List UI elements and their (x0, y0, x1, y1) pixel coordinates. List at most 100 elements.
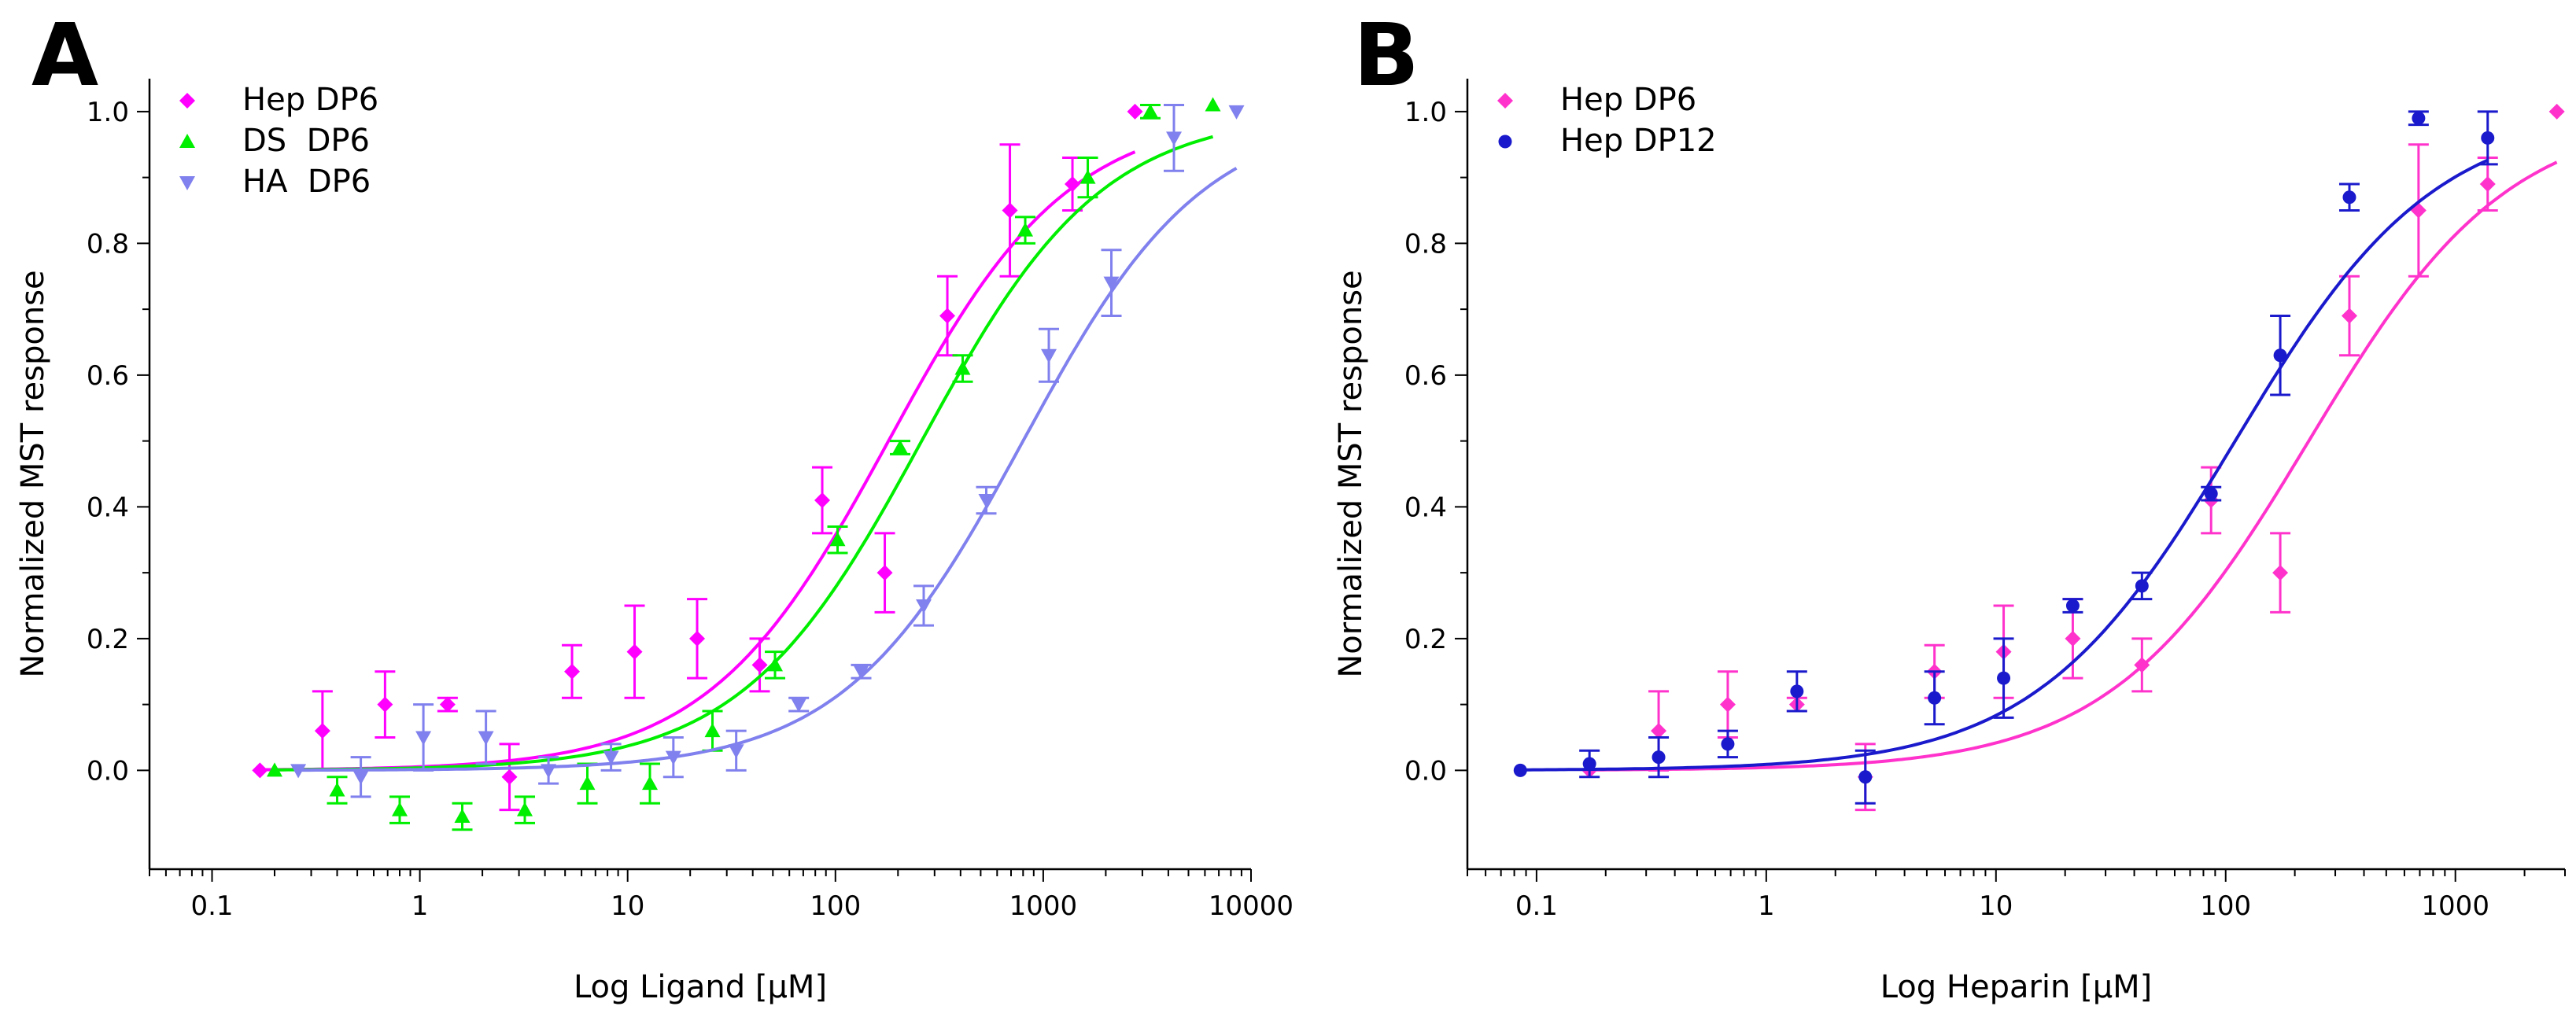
data-point (2548, 103, 2565, 120)
data-point (252, 762, 268, 779)
data-point (314, 723, 330, 739)
data-point (877, 565, 893, 581)
data-point (954, 360, 971, 375)
data-point (1719, 696, 1736, 713)
x-tick-label: 10 (1979, 890, 2013, 922)
data-point (478, 731, 494, 746)
data-point (603, 750, 619, 765)
data-point (1513, 763, 1527, 777)
data-point (1065, 176, 1081, 192)
data-point (2342, 190, 2356, 205)
data-point (415, 731, 432, 746)
data-point (2134, 657, 2150, 673)
legend-marker (179, 176, 195, 190)
legend-label: HA DP6 (242, 164, 371, 200)
data-point (939, 308, 956, 324)
data-point (517, 802, 533, 816)
y-tick-label: 0.2 (1404, 624, 1447, 655)
x-tick-label: 0.1 (1515, 890, 1558, 922)
data-point (728, 744, 744, 759)
data-point (814, 492, 831, 508)
x-tick-label: 100 (810, 890, 861, 922)
data-point (1127, 103, 1143, 120)
x-tick-label: 10000 (1209, 890, 1294, 922)
data-point (454, 809, 471, 823)
data-point (352, 770, 369, 785)
data-point (626, 643, 643, 660)
legend-marker (179, 93, 195, 109)
data-point (501, 769, 518, 785)
data-point (2272, 565, 2289, 581)
data-point (392, 802, 408, 816)
data-point (2479, 176, 2496, 192)
data-point (2481, 131, 2495, 145)
data-point (290, 764, 307, 779)
data-point (2065, 630, 2081, 647)
panel-letter-a: A (31, 5, 98, 105)
y-tick-label: 0.8 (87, 228, 129, 260)
data-point (1205, 97, 1221, 112)
data-point (1858, 770, 1873, 784)
panel-letter-b: B (1353, 5, 1419, 105)
data-point (1017, 222, 1034, 237)
y-axis-title: Normalized MST response (1333, 270, 1369, 677)
x-tick-label: 1 (411, 890, 429, 922)
data-point (541, 764, 557, 779)
x-tick-label: 10 (611, 890, 644, 922)
data-point (791, 698, 807, 713)
y-tick-label: 0.0 (87, 755, 129, 787)
data-point (1652, 750, 1666, 765)
chart-panel-b: 0.1 1 10 100 1000 0.0 0.2 0.4 0.6 0.8 1.0 Log Hepar… (1333, 79, 2566, 1005)
legend-label: Hep DP6 (242, 82, 378, 118)
y-tick-label: 1.0 (87, 97, 129, 128)
data-point (1228, 105, 1245, 120)
data-point (689, 630, 706, 647)
legend-marker (1498, 135, 1512, 149)
legend-marker (179, 134, 195, 148)
x-axis-title: Log Heparin [µM] (1880, 969, 2153, 1005)
data-point (1790, 684, 1804, 698)
data-point (642, 776, 659, 791)
y-tick-label: 0.4 (87, 492, 129, 523)
y-tick-label: 1.0 (1404, 97, 1447, 128)
data-point (1582, 757, 1596, 771)
data-point (2135, 579, 2149, 593)
data-point (1002, 202, 1018, 219)
data-point (916, 599, 932, 614)
x-axis-title: Log Ligand [µM] (574, 969, 827, 1005)
x-tick-label: 0.1 (190, 890, 233, 922)
legend-label: DS DP6 (242, 123, 370, 159)
data-point (564, 663, 581, 680)
chart-panel-a: 0.1 1 10 100 1000 10000 0.0 0.2 0.4 0.6 0.8 1.0 Log … (15, 79, 1294, 1005)
data-point (377, 696, 393, 713)
data-point (2204, 487, 2218, 501)
legend-marker (1497, 93, 1513, 109)
data-point (2412, 111, 2426, 125)
fit-curve (298, 167, 1238, 772)
y-tick-label: 0.6 (1404, 360, 1447, 392)
x-tick-label: 100 (2200, 890, 2251, 922)
data-point (1721, 737, 1735, 751)
data-point (704, 723, 721, 738)
legend-label: Hep DP6 (1560, 82, 1696, 118)
data-point (1142, 103, 1159, 118)
data-point (978, 494, 995, 508)
y-axis-title: Normalized MST response (15, 270, 51, 677)
data-point (1079, 169, 1096, 184)
data-point (1928, 691, 1942, 705)
fit-curve (275, 135, 1214, 772)
data-point (1651, 723, 1667, 739)
y-tick-label: 0.0 (1404, 755, 1447, 787)
data-point (2341, 308, 2357, 324)
data-point (1103, 276, 1120, 291)
data-point (665, 750, 681, 765)
data-point (579, 776, 596, 791)
y-tick-label: 0.2 (87, 624, 129, 655)
x-tick-label: 1 (1758, 890, 1775, 922)
data-point (2065, 599, 2080, 613)
x-tick-label: 1000 (2421, 890, 2489, 922)
data-point (853, 665, 869, 680)
data-point (329, 782, 345, 797)
data-point (439, 696, 456, 713)
